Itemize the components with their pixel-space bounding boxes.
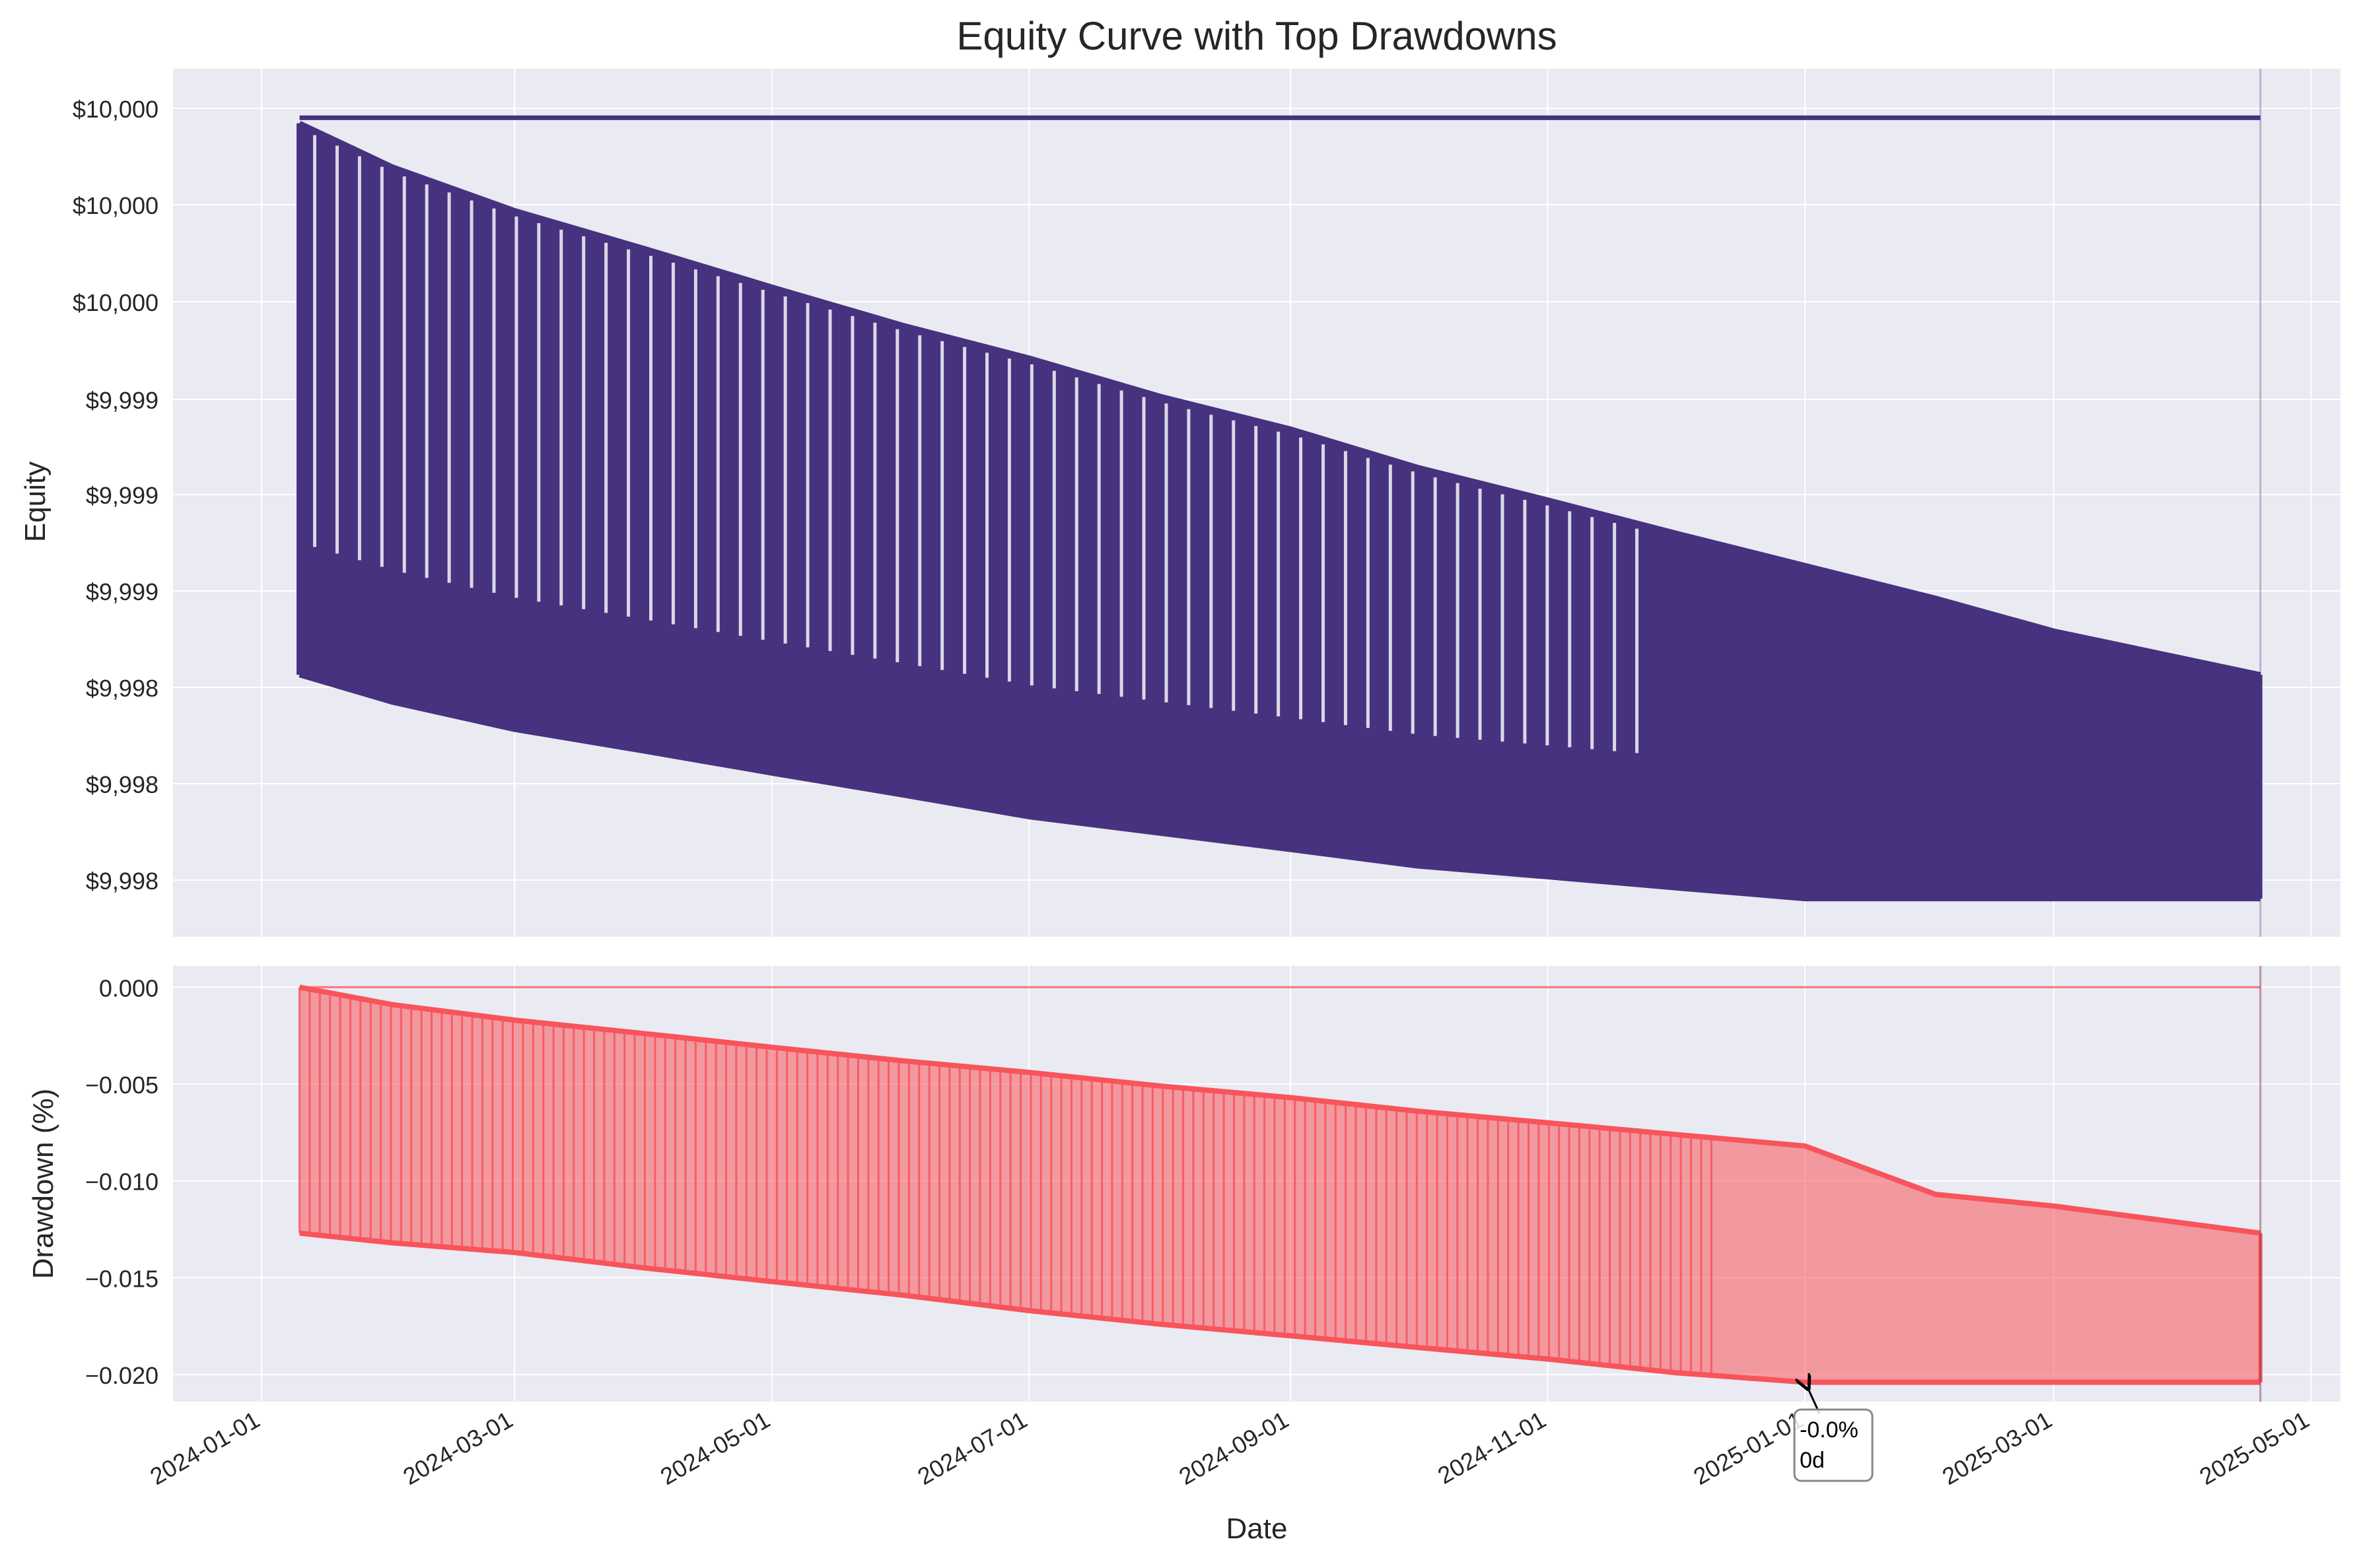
drawdown-y-tick-label: −0.005 [85,1072,158,1099]
drawdown-y-axis-label: Drawdown (%) [27,1089,59,1279]
equity-series [297,69,2263,937]
annotation-text-line1: -0.0% [1800,1417,1858,1443]
equity-y-tick-label: $9,998 [86,675,158,702]
equity-y-tick-label: $9,999 [86,578,158,605]
equity-lower-line [299,672,2261,902]
equity-y-tick-label: $10,000 [73,192,158,219]
chart-title: Equity Curve with Top Drawdowns [956,14,1557,58]
x-tick-label: 2024-09-01 [1174,1406,1293,1490]
x-tick-label: 2024-05-01 [656,1406,775,1490]
x-tick-label: 2025-01-01 [1689,1406,1808,1490]
x-tick-label: 2024-01-01 [145,1406,264,1490]
equity-y-tick-label: $9,998 [86,868,158,895]
x-tick-label: 2025-03-01 [1938,1406,2057,1490]
annotation-box [1793,1408,1874,1482]
x-tick-label: 2024-07-01 [913,1406,1032,1490]
equity-y-tick-label: $9,999 [86,387,158,414]
equity-upper-line [298,121,2261,677]
equity-y-axis-label: Equity [19,461,52,542]
equity-y-tick-label: $9,999 [86,482,158,509]
equity-y-tick-label: $9,998 [86,771,158,798]
drawdown-upper-line [299,984,2261,1236]
drawdown-annotations: -0.0% 0d [1793,1388,1874,1482]
equity-y-ticks: $10,000 $10,000 $10,000 $9,999 $9,999 $9,999 $… [73,96,158,895]
drawdown-band [299,987,2261,1382]
drawdown-y-ticks: 0.000 −0.005 −0.010 −0.015 −0.020 [85,974,158,1389]
drawdown-y-tick-label: 0.000 [99,974,158,1002]
drawdown-y-tick-label: −0.020 [85,1362,158,1389]
x-tick-label: 2025-05-01 [2195,1406,2313,1490]
drawdown-y-tick-label: −0.015 [85,1265,158,1292]
annotation-text-line2: 0d [1800,1448,1825,1473]
drawdown-lower-line [299,1230,2261,1385]
drawdown-series [299,966,2263,1402]
equity-y-tick-label: $10,000 [73,289,158,316]
x-ticks: 2024-01-01 2024-03-01 2024-05-01 2024-07-01… [145,1406,2313,1490]
x-tick-label: 2024-03-01 [398,1406,517,1490]
x-axis-label: Date [1226,1513,1288,1545]
equity-y-tick-label: $10,000 [73,96,158,123]
drawdown-y-tick-label: −0.010 [85,1169,158,1196]
x-tick-label: 2024-11-01 [1433,1406,1551,1489]
